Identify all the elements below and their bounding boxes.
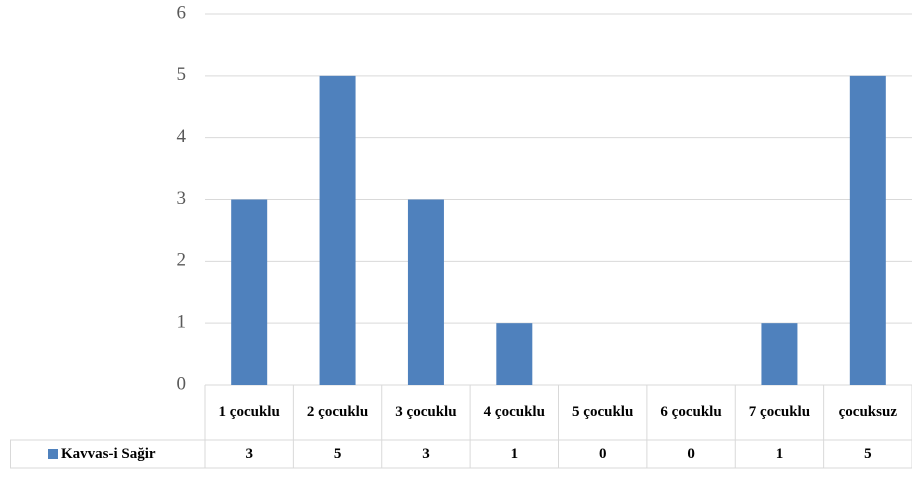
table-value: 0 (687, 445, 695, 462)
y-tick-label: 4 (177, 126, 187, 147)
bar (849, 75, 886, 385)
x-tick-label: 6 çocuklu (660, 404, 722, 420)
table-value: 3 (245, 445, 253, 462)
bar (761, 323, 798, 385)
legend-key (48, 449, 58, 459)
x-tick-label: 2 çocuklu (306, 404, 369, 420)
x-tick-label: 4 çocuklu (483, 404, 545, 420)
legend-label: Kavvas-i Sağir (61, 445, 156, 462)
x-tick-label: 3 çocuklu (395, 404, 457, 420)
x-tick-label: çocuksuz (838, 404, 897, 420)
y-tick-label: 5 (177, 64, 187, 85)
y-tick-label: 1 (177, 312, 187, 333)
x-tick-label: 5 çocuklu (572, 404, 634, 420)
table-value: 5 (864, 445, 872, 462)
table-value: 0 (598, 445, 607, 462)
table-value: 1 (775, 445, 784, 462)
legend-entry: Kavvas-i Sağir (10, 440, 205, 468)
y-tick-label: 3 (177, 188, 187, 209)
bar (496, 323, 533, 385)
bar (231, 199, 268, 385)
table-value: 1 (510, 445, 519, 462)
table-value: 3 (422, 445, 430, 462)
bar (319, 75, 356, 385)
x-tick-label: 7 çocuklu (748, 404, 811, 420)
y-tick-label: 0 (177, 373, 187, 394)
bar (407, 199, 444, 385)
x-tick-label: 1 çocuklu (218, 404, 280, 420)
y-tick-label: 2 (177, 250, 187, 271)
y-tick-label: 6 (177, 2, 187, 23)
table-value: 5 (333, 445, 342, 462)
